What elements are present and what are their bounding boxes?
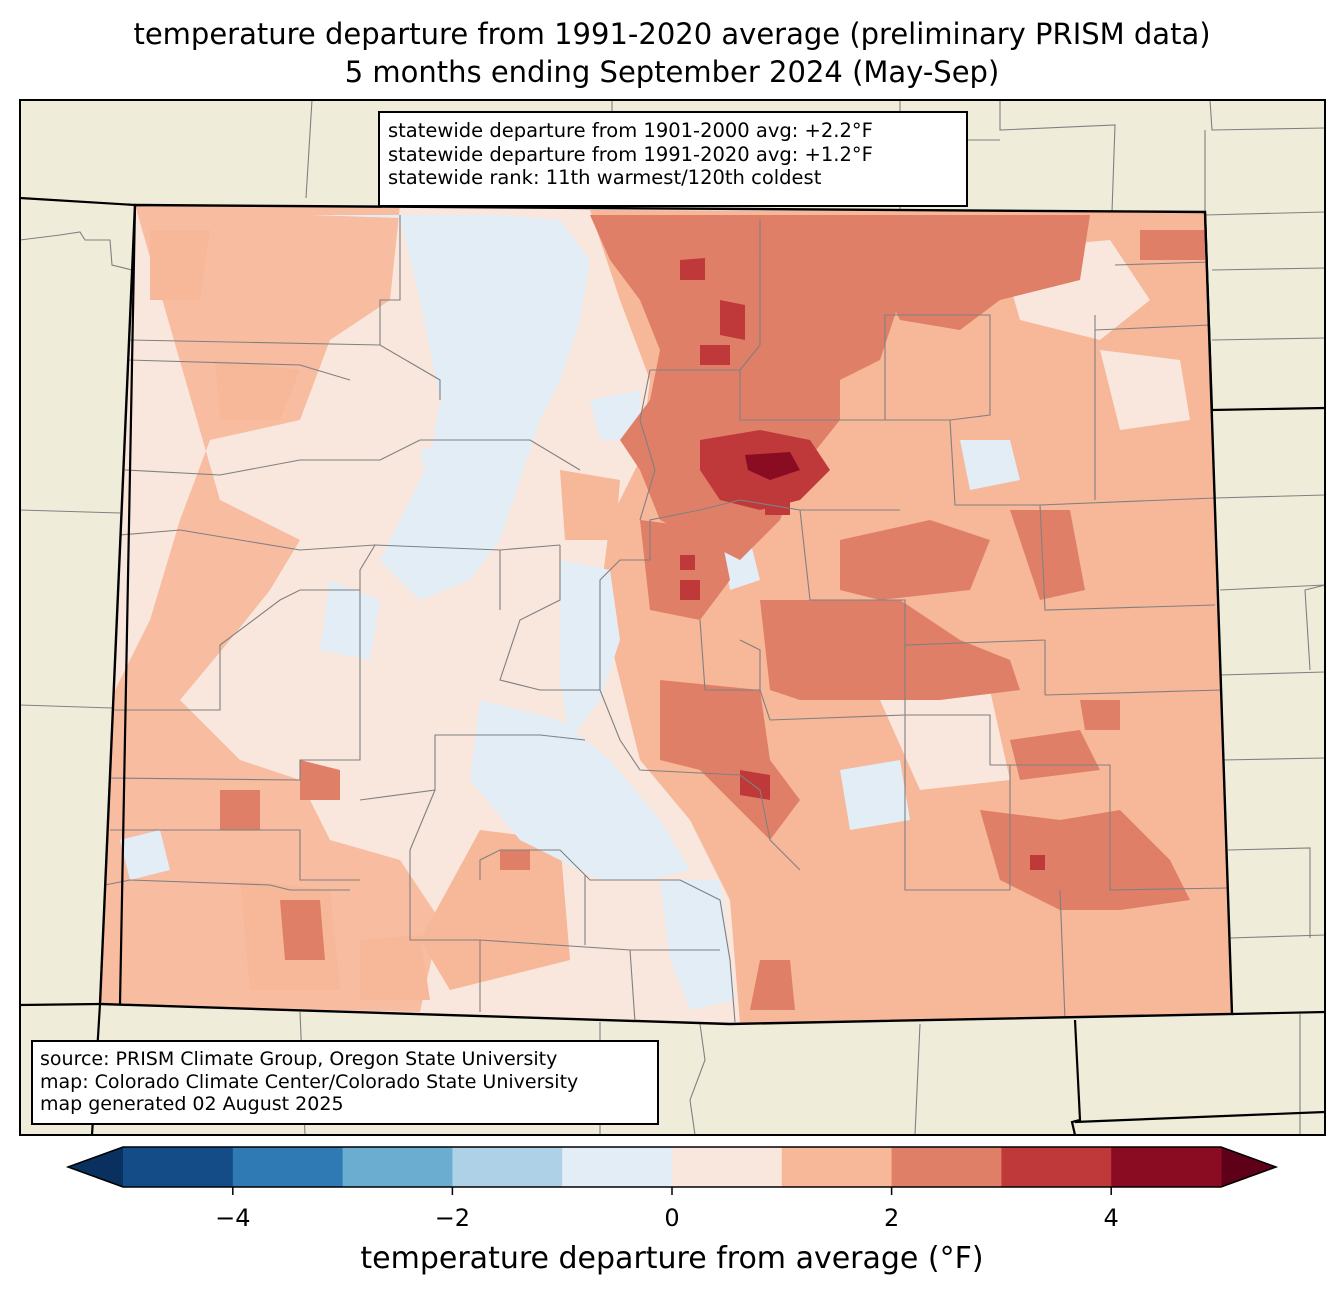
state-boundaries — [20, 196, 1325, 1135]
colorado-border — [98, 203, 1234, 1026]
colorbar-tick-label: −2 — [434, 1204, 471, 1232]
source-box: source: PRISM Climate Group, Oregon Stat… — [31, 1040, 659, 1125]
colorado-county-lines — [104, 215, 1229, 1023]
map-frame — [19, 99, 1326, 1136]
colorbar-tick-label: 2 — [883, 1204, 900, 1232]
generated-date-line: map generated 02 August 2025 — [40, 1093, 344, 1115]
map-title-line2: 5 months ending September 2024 (May-Sep) — [344, 55, 1000, 89]
stats-line-1991-avg: statewide departure from 1991-2020 avg: … — [388, 142, 873, 166]
map-title-line1: temperature departure from 1991-2020 ave… — [133, 17, 1211, 51]
colorbar-tick-label: 4 — [1103, 1204, 1119, 1232]
colorbar-tick-label: 0 — [664, 1204, 680, 1232]
map-credit-line: map: Colorado Climate Center/Colorado St… — [40, 1070, 579, 1093]
source-line: source: PRISM Climate Group, Oregon Stat… — [40, 1048, 558, 1070]
stats-line-1900-avg: statewide departure from 1901-2000 avg: … — [388, 119, 873, 142]
colorbar-label: temperature departure from average (°F) — [360, 1241, 984, 1276]
colorbar-tick-label: −4 — [215, 1204, 251, 1232]
stats-line-rank: statewide rank: 11th warmest/120th colde… — [388, 166, 822, 189]
temperature-departure-field — [100, 205, 1232, 1024]
statewide-stats-box: statewide departure from 1901-2000 avg: … — [378, 111, 968, 207]
